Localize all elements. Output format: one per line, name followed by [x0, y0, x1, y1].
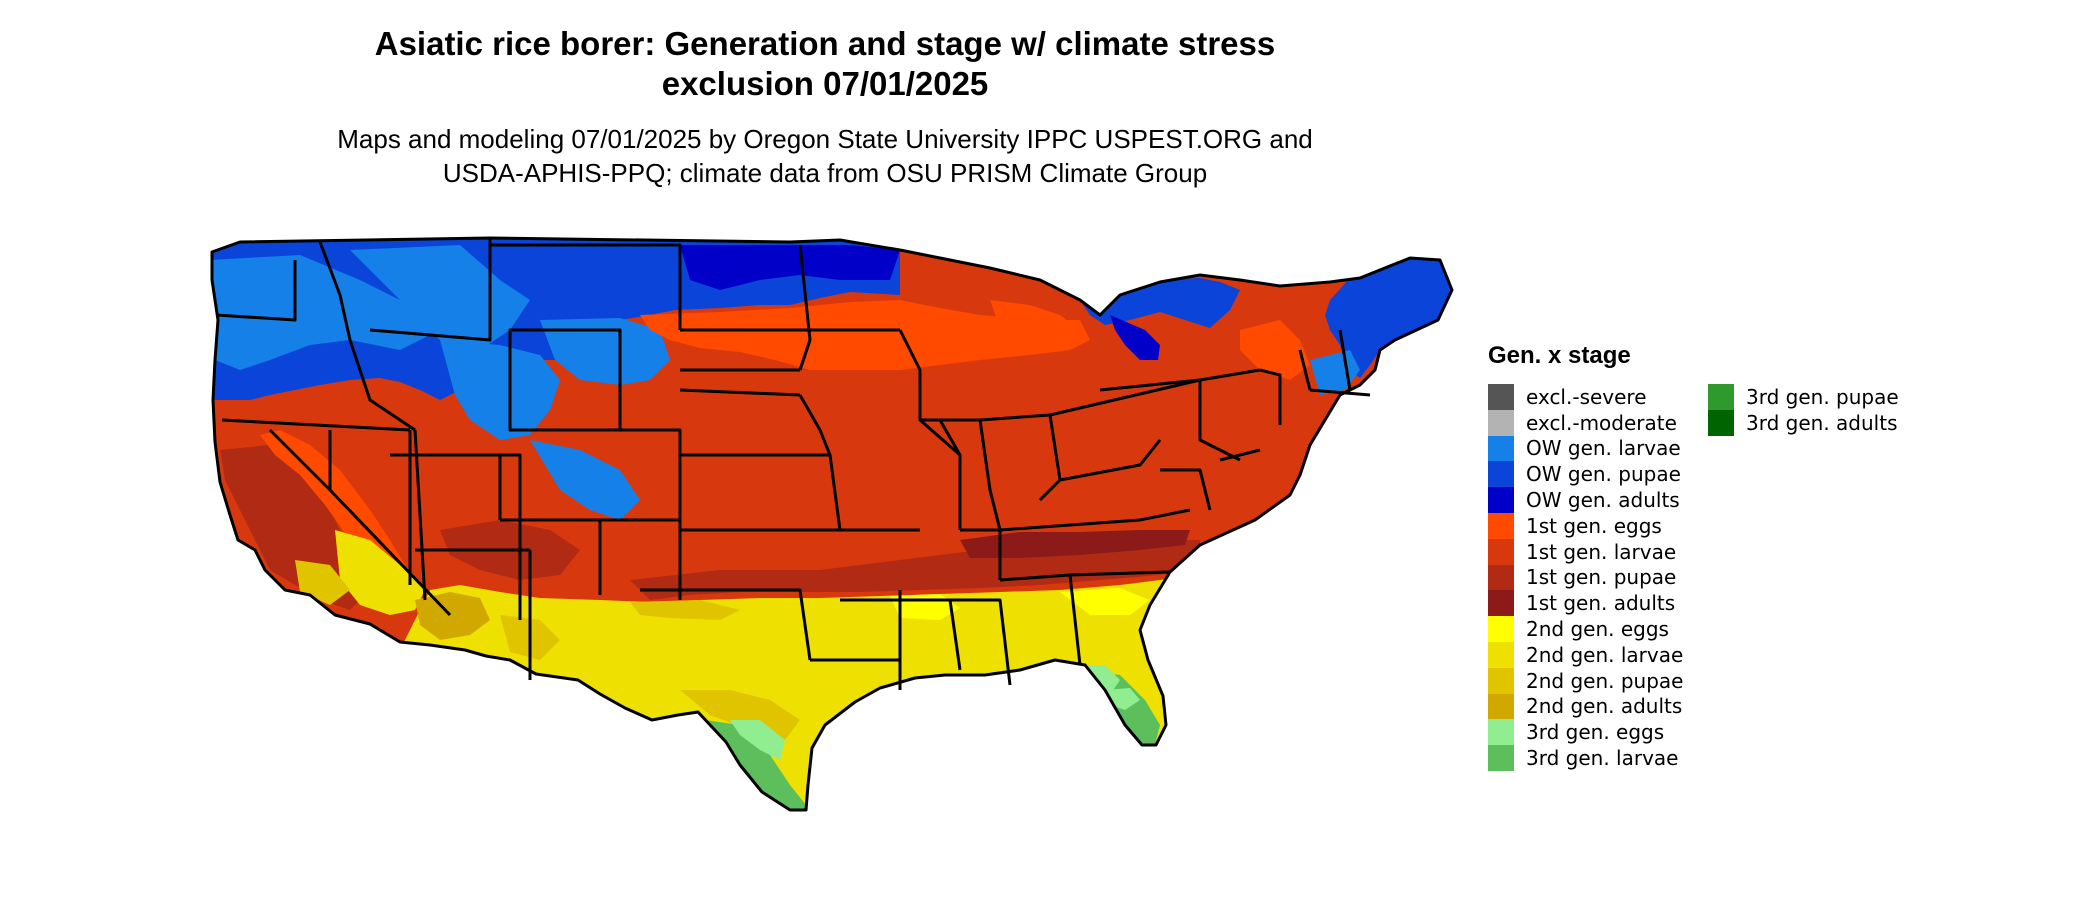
legend-swatch — [1708, 409, 1734, 436]
us-map-svg — [210, 236, 1454, 812]
legend-item: 1st gen. adults — [1488, 590, 1683, 617]
legend-swatch — [1488, 538, 1514, 565]
legend-item: 3rd gen. pupae — [1708, 384, 1899, 410]
map-title: Asiatic rice borer: Generation and stage… — [300, 24, 1350, 104]
legend-label: 2nd gen. pupae — [1526, 668, 1684, 693]
legend-item: excl.-severe — [1488, 384, 1683, 410]
subtitle-line-1: Maps and modeling 07/01/2025 by Oregon S… — [337, 124, 1313, 154]
us-map — [200, 220, 1460, 900]
legend-label: 1st gen. eggs — [1526, 513, 1662, 538]
legend-swatch — [1488, 719, 1514, 746]
legend-swatch — [1488, 384, 1514, 410]
legend-swatch — [1488, 435, 1514, 462]
legend-swatch — [1488, 564, 1514, 591]
legend-item: 2nd gen. larvae — [1488, 641, 1684, 668]
legend-label: excl.-moderate — [1526, 410, 1677, 435]
legend-item: OW gen. adults — [1488, 487, 1683, 513]
legend-item: 2nd gen. adults — [1488, 693, 1683, 720]
legend-item: 2nd gen. pupae — [1488, 667, 1684, 694]
legend-swatch — [1488, 641, 1514, 668]
legend-item: excl.-moderate — [1488, 409, 1683, 436]
legend-swatch — [1488, 616, 1514, 642]
legend-swatch — [1488, 512, 1514, 539]
legend-item: 2nd gen. eggs — [1488, 616, 1683, 642]
legend-swatch — [1488, 693, 1514, 720]
legend-swatch — [1488, 487, 1514, 513]
legend-item: 1st gen. eggs — [1488, 512, 1683, 539]
legend-swatch — [1488, 590, 1514, 617]
title-line-1: Asiatic rice borer: Generation and stage… — [374, 25, 1276, 62]
title-line-2: exclusion 07/01/2025 — [661, 65, 989, 102]
legend-item: 3rd gen. larvae — [1488, 745, 1683, 771]
subtitle-line-2: USDA-APHIS-PPQ; climate data from OSU PR… — [442, 158, 1208, 188]
legend-item: 3rd gen. eggs — [1488, 719, 1683, 746]
legend-swatch — [1488, 461, 1514, 488]
legend-label: 2nd gen. adults — [1526, 694, 1683, 719]
legend-label: 1st gen. larvae — [1526, 539, 1677, 564]
legend-swatch — [1488, 409, 1514, 436]
legend-title: Gen. x stage — [1488, 342, 1631, 369]
legend-swatch — [1488, 745, 1514, 771]
legend-label: OW gen. larvae — [1526, 436, 1681, 461]
legend-label: 3rd gen. pupae — [1746, 384, 1899, 409]
legend-item: 3rd gen. adults — [1708, 409, 1899, 436]
legend-column-1: excl.-severe excl.-moderate OW gen. larvae… — [1488, 384, 1683, 771]
stage-regions — [212, 238, 1452, 810]
legend-label: 1st gen. pupae — [1526, 565, 1677, 590]
legend-label: 2nd gen. larvae — [1526, 642, 1684, 667]
legend-label: OW gen. pupae — [1526, 462, 1681, 487]
legend-item: 1st gen. larvae — [1488, 538, 1683, 565]
legend-label: 3rd gen. eggs — [1526, 720, 1665, 745]
map-subtitle: Maps and modeling 07/01/2025 by Oregon S… — [270, 122, 1380, 190]
legend-label: 2nd gen. eggs — [1526, 617, 1669, 642]
legend-swatch — [1488, 667, 1514, 694]
legend-swatch — [1708, 384, 1734, 410]
legend-label: OW gen. adults — [1526, 488, 1680, 513]
legend-item: OW gen. pupae — [1488, 461, 1683, 488]
state-borders — [210, 236, 1454, 812]
legend-label: 3rd gen. larvae — [1526, 746, 1679, 771]
legend-label: excl.-severe — [1526, 384, 1647, 409]
legend-item: OW gen. larvae — [1488, 435, 1683, 462]
legend-item: 1st gen. pupae — [1488, 564, 1683, 591]
legend-column-2: 3rd gen. pupae 3rd gen. adults — [1708, 384, 1899, 436]
legend-label: 3rd gen. adults — [1746, 410, 1898, 435]
legend-label: 1st gen. adults — [1526, 591, 1676, 616]
